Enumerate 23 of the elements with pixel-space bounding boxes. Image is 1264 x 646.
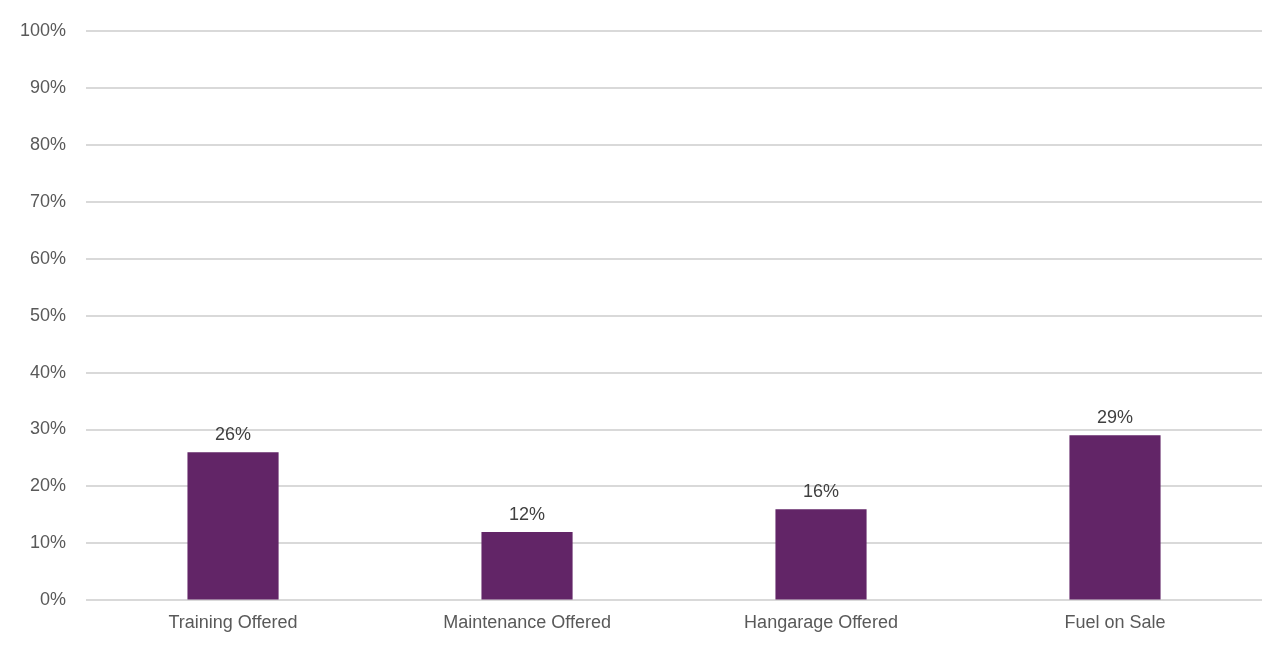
data-label: 12% bbox=[509, 504, 546, 525]
y-tick-label: 0% bbox=[40, 589, 67, 610]
y-tick-label: 30% bbox=[30, 418, 67, 439]
y-tick-label: 90% bbox=[30, 76, 67, 97]
data-label: 26% bbox=[215, 424, 252, 445]
y-tick-label: 70% bbox=[30, 190, 67, 211]
x-tick-label: Hangarage Offered bbox=[744, 612, 898, 633]
bar bbox=[775, 509, 867, 600]
y-tick-label: 40% bbox=[30, 361, 67, 382]
x-tick-label: Maintenance Offered bbox=[443, 612, 611, 633]
y-tick-label: 60% bbox=[30, 247, 67, 268]
y-tick-label: 20% bbox=[30, 475, 67, 496]
y-tick-label: 10% bbox=[30, 532, 67, 553]
bar bbox=[1069, 435, 1161, 600]
y-tick-label: 80% bbox=[30, 133, 67, 154]
x-tick-label: Fuel on Sale bbox=[1064, 612, 1166, 633]
y-tick-label: 100% bbox=[19, 19, 67, 40]
data-label: 16% bbox=[803, 481, 840, 502]
y-tick-label: 50% bbox=[30, 304, 67, 325]
x-tick-label: Training Offered bbox=[168, 612, 298, 633]
bar bbox=[481, 532, 573, 600]
data-label: 29% bbox=[1096, 407, 1134, 428]
bar bbox=[187, 452, 279, 600]
